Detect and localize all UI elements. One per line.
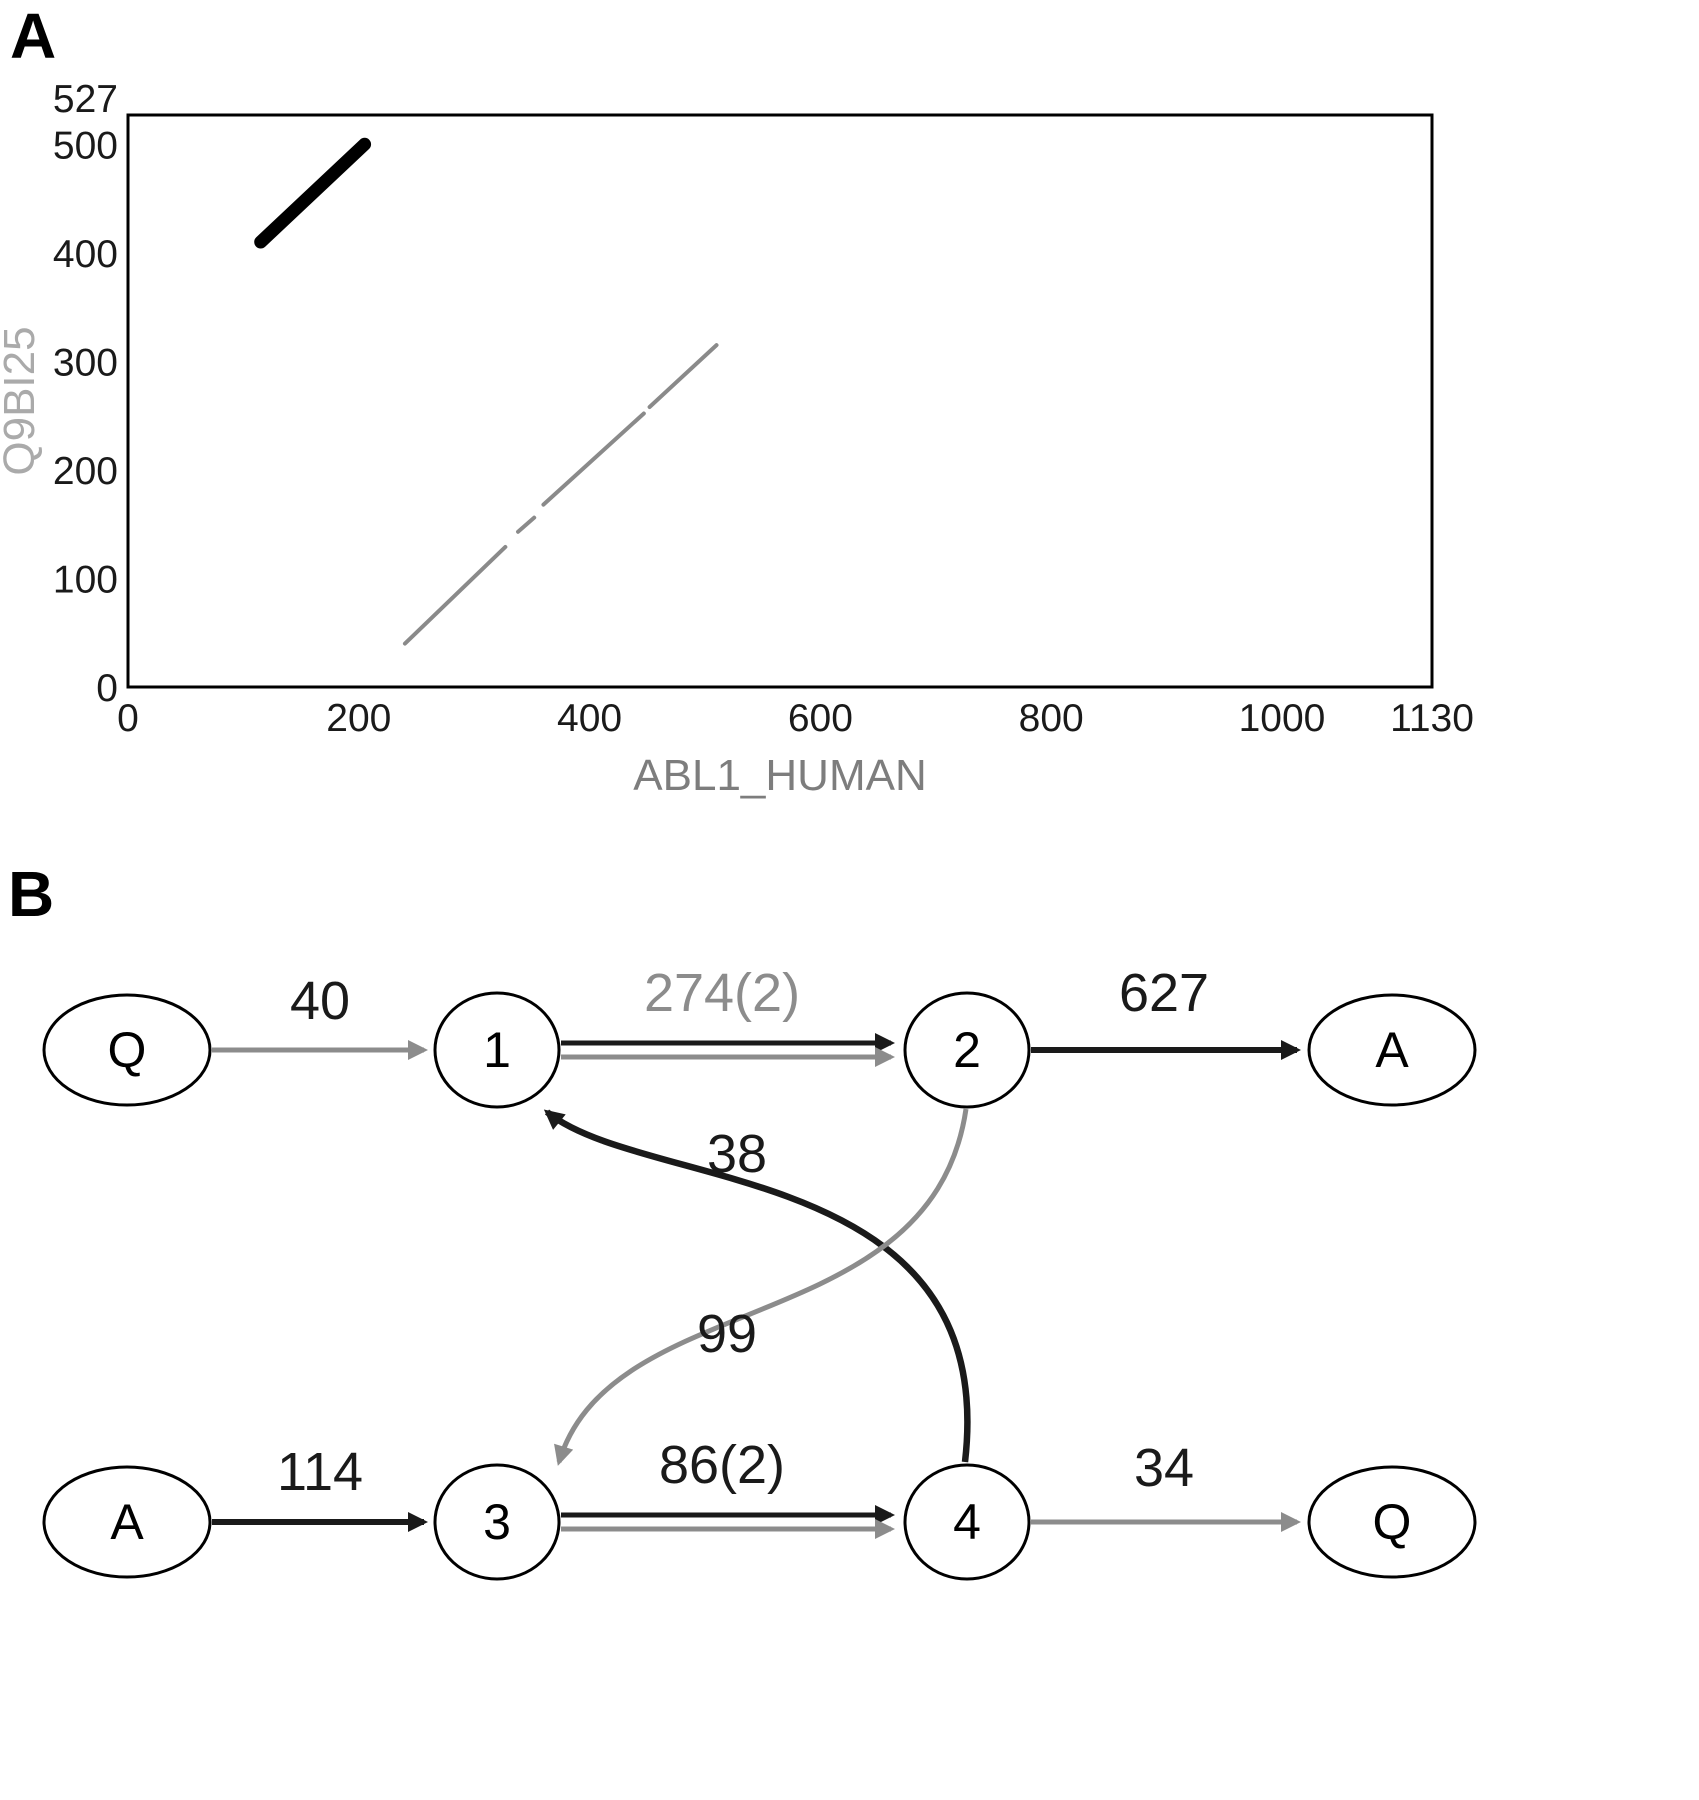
node-n3 bbox=[433, 1463, 561, 1581]
node-n2 bbox=[903, 991, 1031, 1109]
dotplot-chart: 0 200 400 600 800 1000 1130 0 100 200 300 400 500527… bbox=[0, 78, 1474, 800]
edge-label-n2-A_top: 627 bbox=[1119, 963, 1209, 1023]
node-n4 bbox=[903, 1463, 1031, 1581]
y-tick-label: 400 bbox=[53, 233, 118, 276]
y-tick-label: 527 bbox=[53, 78, 118, 121]
alignment-gray-segment bbox=[647, 343, 719, 409]
y-tick-label: 0 bbox=[96, 667, 118, 710]
node-A_top bbox=[1307, 993, 1477, 1107]
node-n1 bbox=[433, 991, 561, 1109]
y-tick-label: 300 bbox=[53, 341, 118, 384]
edge-label-n4-Q_bottom: 34 bbox=[1134, 1438, 1194, 1498]
y-tick-label: 500 bbox=[53, 124, 118, 167]
x-tick-label: 800 bbox=[1019, 697, 1084, 740]
node-label-Q_top: Q bbox=[108, 1022, 147, 1078]
alignment-gray-segment bbox=[402, 544, 508, 646]
x-tick-label: 0 bbox=[117, 697, 139, 740]
x-tick-label: 200 bbox=[326, 697, 391, 740]
node-label-A_top: A bbox=[1375, 1022, 1409, 1078]
edge-label-n1-n2: 274(2) bbox=[644, 963, 800, 1023]
node-label-n3: 3 bbox=[483, 1494, 511, 1550]
alignment-gray-segment bbox=[541, 411, 646, 507]
edge-label-n4-n1: 38 bbox=[707, 1124, 767, 1184]
x-tick-label: 1000 bbox=[1239, 697, 1326, 740]
x-axis-label: ABL1_HUMAN bbox=[633, 751, 926, 800]
panel-a-label: A bbox=[10, 0, 57, 72]
node-label-A_bottom: A bbox=[110, 1494, 144, 1550]
x-tick-label: 400 bbox=[557, 697, 622, 740]
edge-label-Q_top-n1: 40 bbox=[290, 971, 350, 1031]
node-label-Q_bottom: Q bbox=[1373, 1494, 1412, 1550]
alignment-gray-segment bbox=[516, 515, 537, 534]
node-label-n4: 4 bbox=[953, 1494, 981, 1550]
alignment-black-segment bbox=[254, 137, 372, 249]
edge-n2-n3 bbox=[554, 1108, 969, 1466]
edge-label-n2-n3: 99 bbox=[697, 1304, 757, 1364]
node-label-n1: 1 bbox=[483, 1022, 511, 1078]
x-tick-label: 1130 bbox=[1390, 697, 1474, 740]
node-Q_top bbox=[42, 993, 212, 1107]
edge-label-A_bottom-n3: 114 bbox=[277, 1442, 363, 1502]
x-tick-label: 600 bbox=[788, 697, 853, 740]
edge-n4-n1 bbox=[543, 1109, 971, 1463]
edge-label-n3-n4: 86(2) bbox=[659, 1435, 785, 1495]
node-label-n2: 2 bbox=[953, 1022, 981, 1078]
panel-b-label: B bbox=[8, 858, 55, 930]
plot-frame bbox=[126, 113, 1434, 689]
node-Q_bottom bbox=[1307, 1465, 1477, 1579]
y-axis-label: Q9BI25 bbox=[0, 326, 44, 475]
y-tick-label: 200 bbox=[53, 450, 118, 493]
y-tick-label: 100 bbox=[53, 558, 118, 601]
node-A_bottom bbox=[42, 1465, 212, 1579]
